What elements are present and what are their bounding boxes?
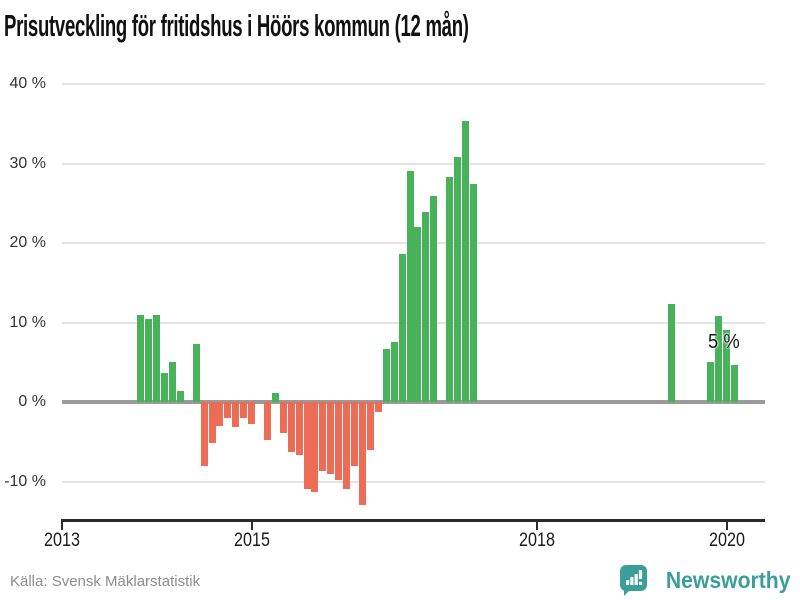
- bar-2015-08: [303, 402, 311, 489]
- bar-2015-09: [311, 402, 319, 492]
- gridline-40: [62, 83, 765, 85]
- y-tick-label-30: 30 %: [9, 154, 46, 172]
- bar-2020-01: [723, 329, 731, 402]
- x-tick-2018: [535, 519, 538, 530]
- y-tick-label-40: 40 %: [9, 75, 46, 92]
- gridline-30: [62, 162, 765, 165]
- bar-2017-03: [454, 157, 461, 402]
- newsworthy-logo-icon: [619, 564, 649, 597]
- bar-2017-05: [469, 184, 477, 402]
- bar-2015-11: [327, 402, 335, 475]
- x-tick-label-2020: 2020: [708, 530, 745, 551]
- x-axis-line: [62, 519, 765, 522]
- bar-2014-11: [232, 402, 240, 427]
- bar-2019-11: [707, 362, 715, 403]
- bar-2015-10: [319, 402, 327, 472]
- newsworthy-wordmark: Newsworthy: [665, 567, 790, 593]
- bar-2015-03: [263, 402, 271, 441]
- bar-2016-06: [382, 348, 390, 402]
- bar-2015-12: [335, 402, 343, 480]
- x-tick-label-2013: 2013: [43, 530, 80, 551]
- gridline-20: [62, 242, 765, 244]
- bar-2016-05: [374, 402, 382, 412]
- y-tick-label--10: -10 %: [4, 472, 46, 490]
- bar-2017-04: [461, 120, 469, 402]
- bar-2016-07: [390, 342, 398, 402]
- y-tick-label-0: 0 %: [18, 393, 46, 410]
- newsworthy-brand: Newsworthy: [619, 564, 790, 597]
- bar-2015-05: [279, 402, 287, 433]
- bar-2014-07: [200, 402, 208, 466]
- x-tick-label-2015: 2015: [233, 530, 270, 551]
- bar-2016-10: [414, 227, 422, 402]
- x-tick-2020: [725, 519, 728, 530]
- bar-2014-08: [208, 402, 216, 443]
- bar-2016-01: [343, 402, 351, 489]
- bar-2016-12: [430, 196, 438, 402]
- source-caption: Källa: Svensk Mäklarstatistik: [10, 573, 201, 590]
- bar-2013-12: [145, 319, 153, 402]
- bar-2014-12: [240, 402, 248, 418]
- bar-2015-06: [287, 402, 295, 453]
- x-tick-2015: [250, 519, 253, 530]
- bar-2016-02: [351, 402, 358, 467]
- bar-2016-04: [366, 402, 374, 450]
- bar-2014-01: [153, 314, 160, 403]
- y-tick-label-20: 20 %: [9, 234, 46, 251]
- bar-2014-06: [192, 344, 200, 402]
- y-tick-label-10: 10 %: [9, 313, 46, 331]
- bar-2014-09: [216, 402, 224, 426]
- gridline-0: [62, 400, 765, 404]
- x-tick-label-2018: 2018: [518, 530, 555, 551]
- bar-2013-11: [137, 315, 145, 402]
- bar-2017-02: [446, 177, 454, 402]
- gridline-10: [62, 321, 765, 324]
- bar-2015-04: [271, 392, 279, 402]
- bar-2014-04: [176, 390, 184, 402]
- bar-2016-03: [359, 402, 366, 506]
- bar-2019-06: [667, 304, 675, 402]
- bar-2016-09: [406, 171, 414, 402]
- x-tick-2013: [60, 519, 63, 530]
- bar-2016-08: [398, 254, 406, 402]
- bar-2014-10: [224, 402, 232, 418]
- bar-2015-01: [248, 402, 256, 425]
- bar-2014-03: [168, 361, 176, 402]
- bar-2016-11: [422, 212, 430, 402]
- bar-2019-12: [715, 316, 723, 402]
- chart-title: Prisutveckling för fritidshus i Höörs ko…: [4, 8, 469, 43]
- bar-2015-07: [295, 402, 303, 456]
- bar-2020-02: [731, 364, 739, 402]
- bar-2014-02: [161, 373, 168, 402]
- gridline--10: [62, 480, 765, 483]
- latest-value-label: 5 %: [708, 331, 740, 353]
